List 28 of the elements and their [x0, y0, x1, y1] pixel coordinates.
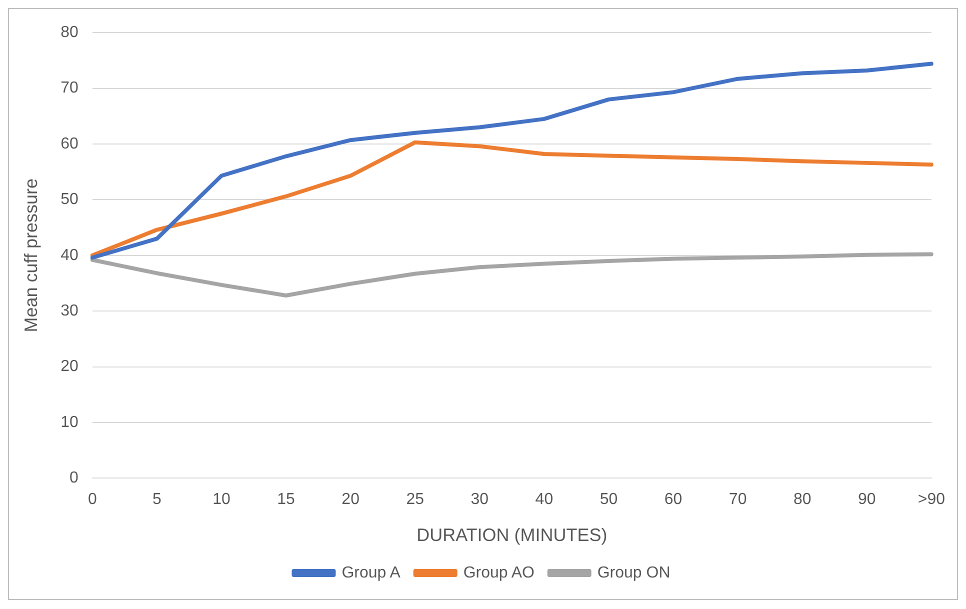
- y-tick-label: 50: [60, 191, 78, 208]
- y-tick-label: 30: [60, 302, 78, 320]
- x-tick-label: 80: [793, 491, 812, 508]
- x-tick-label: 70: [728, 491, 747, 508]
- x-tick-label: 20: [342, 491, 360, 508]
- x-tick-label: 90: [858, 491, 876, 508]
- x-tick-label: 10: [212, 491, 230, 508]
- y-tick-label: 40: [60, 246, 78, 264]
- x-tick-label: 30: [470, 491, 489, 508]
- x-tick-label: 0: [88, 491, 97, 508]
- x-tick-label: >90: [918, 491, 946, 508]
- y-tick-label: 80: [60, 24, 78, 42]
- x-tick-label: 60: [664, 491, 682, 508]
- y-tick-label: 20: [60, 358, 78, 376]
- x-tick-label: 15: [277, 491, 296, 508]
- y-tick-label: 60: [60, 135, 78, 152]
- x-axis-title: DURATION (MINUTES): [416, 525, 608, 546]
- x-tick-label: 5: [152, 491, 162, 508]
- y-tick-label: 70: [60, 80, 78, 97]
- y-axis-title: Mean cuff pressure: [20, 178, 41, 332]
- y-tick-label: 10: [60, 414, 78, 431]
- legend-label: Group ON: [597, 564, 670, 582]
- legend-label: Group AO: [463, 564, 534, 582]
- x-tick-label: 25: [406, 491, 424, 508]
- x-tick-label: 50: [600, 491, 618, 508]
- legend-label: Group A: [342, 564, 401, 582]
- y-tick-label: 0: [69, 470, 78, 487]
- x-tick-label: 40: [535, 491, 554, 508]
